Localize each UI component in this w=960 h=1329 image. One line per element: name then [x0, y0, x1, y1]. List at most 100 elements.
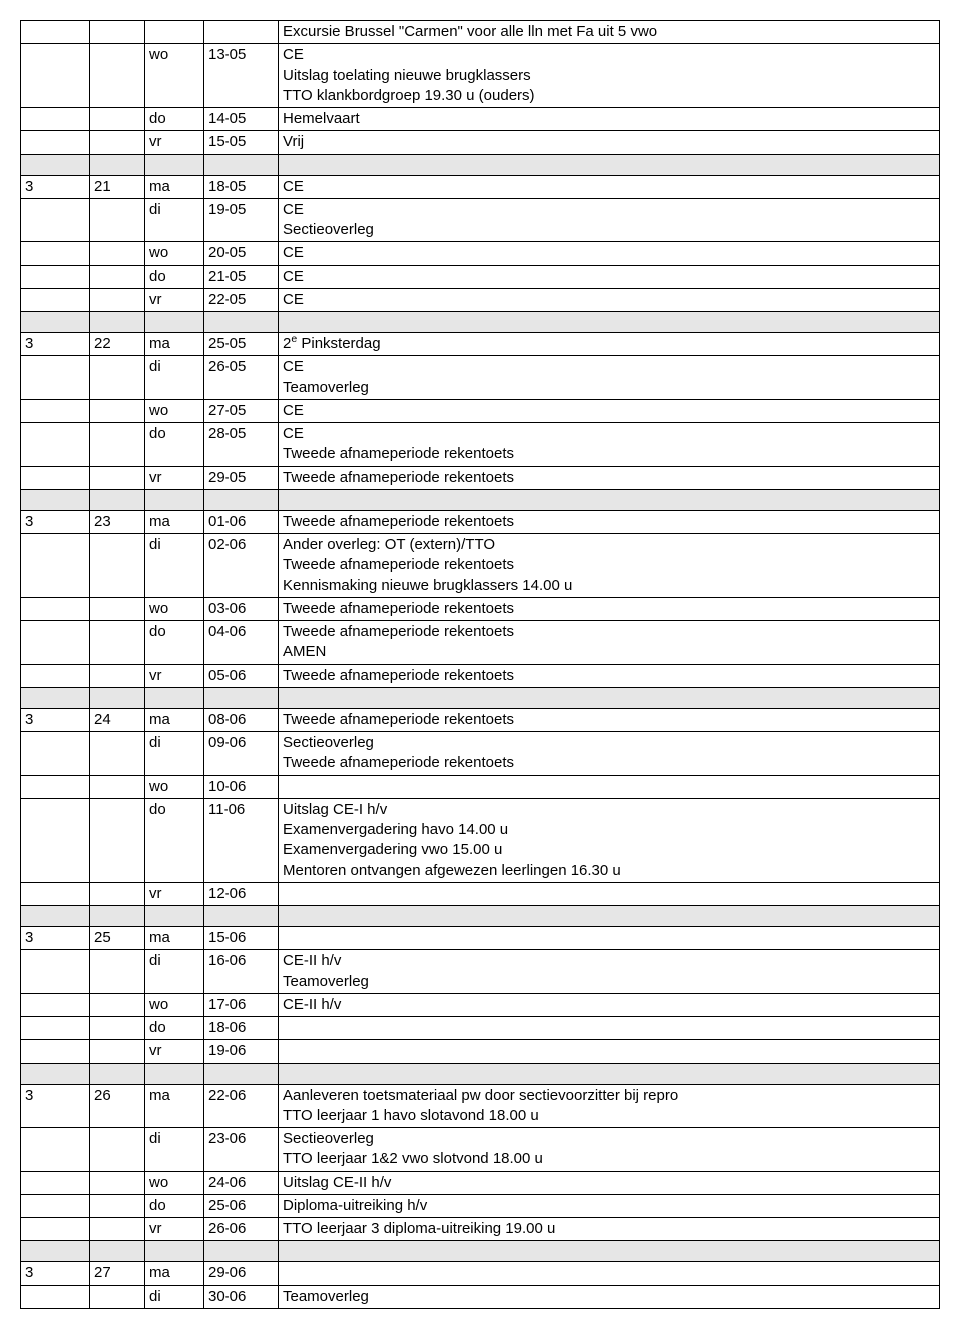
spacer-cell	[204, 312, 279, 333]
table-row: wo13-05CEUitslag toelating nieuwe brugkl…	[21, 44, 940, 108]
col-period	[21, 44, 90, 108]
col-week	[90, 356, 145, 400]
col-day: wo	[145, 775, 204, 798]
description-line: Hemelvaart	[283, 109, 935, 129]
table-row: wo17-06CE-II h/v	[21, 993, 940, 1016]
col-date: 09-06	[204, 732, 279, 776]
col-period: 3	[21, 927, 90, 950]
description-line: TTO klankbordgroep 19.30 u (ouders)	[283, 86, 935, 106]
col-week	[90, 798, 145, 882]
description-line: Uitslag toelating nieuwe brugklassers	[283, 66, 935, 86]
table-row: do25-06Diploma-uitreiking h/v	[21, 1194, 940, 1217]
table-row: vr19-06	[21, 1040, 940, 1063]
table-body: Excursie Brussel "Carmen" voor alle lln …	[21, 21, 940, 1309]
spacer-row	[21, 1241, 940, 1262]
col-description: Tweede afnameperiode rekentoets	[279, 664, 940, 687]
spacer-cell	[90, 906, 145, 927]
table-row: vr05-06Tweede afnameperiode rekentoets	[21, 664, 940, 687]
col-date: 22-06	[204, 1084, 279, 1128]
spacer-cell	[145, 489, 204, 510]
spacer-cell	[145, 1241, 204, 1262]
description-line: Tweede afnameperiode rekentoets	[283, 622, 935, 642]
col-day: ma	[145, 1084, 204, 1128]
col-period: 3	[21, 1084, 90, 1128]
description-line: CE	[283, 401, 935, 421]
col-description: CEUitslag toelating nieuwe brugklassersT…	[279, 44, 940, 108]
col-day: wo	[145, 993, 204, 1016]
col-day: ma	[145, 1262, 204, 1285]
description-line: Examenvergadering vwo 15.00 u	[283, 840, 935, 860]
col-description: CESectieoverleg	[279, 198, 940, 242]
col-week	[90, 242, 145, 265]
col-description: CE	[279, 265, 940, 288]
col-description	[279, 1017, 940, 1040]
col-week	[90, 993, 145, 1016]
col-date: 20-05	[204, 242, 279, 265]
col-description: Tweede afnameperiode rekentoets	[279, 466, 940, 489]
col-description: Uitslag CE-II h/v	[279, 1171, 940, 1194]
col-week: 22	[90, 333, 145, 356]
table-row: di26-05CETeamoverleg	[21, 356, 940, 400]
col-day: vr	[145, 288, 204, 311]
col-day: do	[145, 423, 204, 467]
spacer-cell	[145, 154, 204, 175]
col-period	[21, 882, 90, 905]
col-day: di	[145, 950, 204, 994]
col-week	[90, 265, 145, 288]
col-description: Tweede afnameperiode rekentoets	[279, 510, 940, 533]
col-description: CETweede afnameperiode rekentoets	[279, 423, 940, 467]
col-date: 29-05	[204, 466, 279, 489]
col-week	[90, 21, 145, 44]
col-day: wo	[145, 242, 204, 265]
col-week	[90, 597, 145, 620]
spacer-row	[21, 312, 940, 333]
col-week: 25	[90, 927, 145, 950]
col-day: do	[145, 1017, 204, 1040]
col-date: 08-06	[204, 708, 279, 731]
col-period	[21, 798, 90, 882]
description-line: CE	[283, 177, 935, 197]
col-period	[21, 534, 90, 598]
spacer-cell	[90, 489, 145, 510]
col-period	[21, 1040, 90, 1063]
col-date: 26-05	[204, 356, 279, 400]
description-line: CE	[283, 45, 935, 65]
col-week	[90, 621, 145, 665]
description-line: Vrij	[283, 132, 935, 152]
col-period	[21, 399, 90, 422]
col-date: 28-05	[204, 423, 279, 467]
description-line: Kennismaking nieuwe brugklassers 14.00 u	[283, 576, 935, 596]
table-row: wo27-05CE	[21, 399, 940, 422]
col-day: do	[145, 1194, 204, 1217]
col-week	[90, 423, 145, 467]
description-line: Tweede afnameperiode rekentoets	[283, 599, 935, 619]
table-row: do11-06Uitslag CE-I h/vExamenvergadering…	[21, 798, 940, 882]
spacer-cell	[204, 154, 279, 175]
col-period	[21, 1194, 90, 1217]
col-day: vr	[145, 1040, 204, 1063]
description-line: CE	[283, 243, 935, 263]
spacer-cell	[145, 687, 204, 708]
description-line: Tweede afnameperiode rekentoets	[283, 753, 935, 773]
spacer-cell	[204, 1063, 279, 1084]
description-line: Teamoverleg	[283, 378, 935, 398]
col-description: Aanleveren toetsmateriaal pw door sectie…	[279, 1084, 940, 1128]
col-date: 17-06	[204, 993, 279, 1016]
spacer-row	[21, 489, 940, 510]
col-week	[90, 288, 145, 311]
col-date: 15-05	[204, 131, 279, 154]
col-date: 25-06	[204, 1194, 279, 1217]
col-period	[21, 1017, 90, 1040]
col-week	[90, 131, 145, 154]
spacer-cell	[204, 489, 279, 510]
col-date: 23-06	[204, 1128, 279, 1172]
spacer-row	[21, 687, 940, 708]
col-description: Excursie Brussel "Carmen" voor alle lln …	[279, 21, 940, 44]
table-row: di23-06SectieoverlegTTO leerjaar 1&2 vwo…	[21, 1128, 940, 1172]
description-line: CE	[283, 200, 935, 220]
table-row: do18-06	[21, 1017, 940, 1040]
description-line: Teamoverleg	[283, 972, 935, 992]
col-period	[21, 1285, 90, 1308]
spacer-cell	[90, 687, 145, 708]
table-row: wo10-06	[21, 775, 940, 798]
